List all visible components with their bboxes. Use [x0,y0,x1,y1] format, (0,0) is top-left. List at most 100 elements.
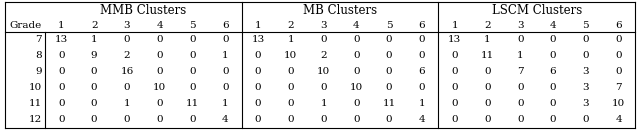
Text: 0: 0 [484,115,491,125]
Text: 3: 3 [582,67,589,76]
Text: 0: 0 [615,67,622,76]
Text: 1: 1 [320,99,327,109]
Text: 3: 3 [582,83,589,93]
Text: 0: 0 [615,51,622,60]
Text: 6: 6 [550,67,556,76]
Text: 0: 0 [189,115,196,125]
Text: 10: 10 [350,83,363,93]
Text: 0: 0 [386,115,392,125]
Text: 2: 2 [91,21,97,30]
Text: 0: 0 [222,83,228,93]
Text: 0: 0 [550,83,556,93]
Text: 0: 0 [91,99,97,109]
Text: 0: 0 [255,67,261,76]
Text: MB Clusters: MB Clusters [303,4,377,17]
Text: 1: 1 [255,21,261,30]
Text: 0: 0 [582,51,589,60]
Text: 0: 0 [451,115,458,125]
Text: 11: 11 [383,99,396,109]
Text: 0: 0 [287,115,294,125]
Text: 0: 0 [517,35,524,44]
Text: 0: 0 [419,83,425,93]
Text: 5: 5 [386,21,392,30]
Text: 1: 1 [222,51,228,60]
Text: 0: 0 [91,67,97,76]
Text: 10: 10 [317,67,330,76]
Text: 0: 0 [156,67,163,76]
Text: 2: 2 [320,51,327,60]
Text: 0: 0 [550,51,556,60]
Text: LSCM Clusters: LSCM Clusters [492,4,582,17]
Text: 0: 0 [189,67,196,76]
Text: 0: 0 [386,35,392,44]
Text: 0: 0 [124,83,131,93]
Text: 0: 0 [419,51,425,60]
Text: 2: 2 [124,51,131,60]
Text: 1: 1 [58,21,65,30]
Text: 1: 1 [124,99,131,109]
Text: 0: 0 [550,35,556,44]
Text: 1: 1 [222,99,228,109]
Text: 0: 0 [517,115,524,125]
Text: 3: 3 [124,21,131,30]
Text: 4: 4 [419,115,425,125]
Text: 0: 0 [484,83,491,93]
Text: 10: 10 [284,51,298,60]
Text: 1: 1 [451,21,458,30]
Text: 0: 0 [484,67,491,76]
Text: 0: 0 [287,99,294,109]
Text: 0: 0 [156,99,163,109]
Text: 0: 0 [156,51,163,60]
Text: 0: 0 [58,67,65,76]
Text: 0: 0 [58,83,65,93]
Text: 0: 0 [451,67,458,76]
Text: 0: 0 [320,83,327,93]
Text: 6: 6 [419,67,425,76]
Text: 0: 0 [189,51,196,60]
Text: 0: 0 [353,35,360,44]
Text: 0: 0 [58,115,65,125]
Text: 0: 0 [58,99,65,109]
Text: 0: 0 [451,51,458,60]
Text: 0: 0 [353,115,360,125]
Text: 1: 1 [484,35,491,44]
Text: 12: 12 [29,115,42,125]
Text: 0: 0 [156,35,163,44]
Text: 7: 7 [615,83,622,93]
Text: 3: 3 [517,21,524,30]
Text: 0: 0 [320,115,327,125]
Text: 0: 0 [550,99,556,109]
Text: 10: 10 [612,99,625,109]
Text: 1: 1 [517,51,524,60]
Text: 0: 0 [386,51,392,60]
Text: 4: 4 [156,21,163,30]
Text: 4: 4 [222,115,228,125]
Text: 0: 0 [517,83,524,93]
Text: 0: 0 [91,83,97,93]
Text: 1: 1 [419,99,425,109]
Text: 0: 0 [255,99,261,109]
Text: 2: 2 [287,21,294,30]
Text: 7: 7 [35,35,42,44]
Text: 0: 0 [386,67,392,76]
Text: 0: 0 [320,35,327,44]
Text: 6: 6 [222,21,228,30]
Text: 4: 4 [615,115,622,125]
Text: 0: 0 [451,83,458,93]
Text: 1: 1 [287,35,294,44]
Text: 0: 0 [419,35,425,44]
Text: 11: 11 [186,99,199,109]
Text: 13: 13 [448,35,461,44]
Text: 9: 9 [35,67,42,76]
Text: 0: 0 [189,35,196,44]
Text: 9: 9 [91,51,97,60]
Text: 0: 0 [124,35,131,44]
Text: Grade: Grade [10,21,42,30]
Text: 0: 0 [386,83,392,93]
Text: 8: 8 [35,51,42,60]
Text: 3: 3 [582,99,589,109]
Text: 11: 11 [29,99,42,109]
Text: 0: 0 [615,35,622,44]
Text: 0: 0 [222,67,228,76]
Text: 0: 0 [582,35,589,44]
